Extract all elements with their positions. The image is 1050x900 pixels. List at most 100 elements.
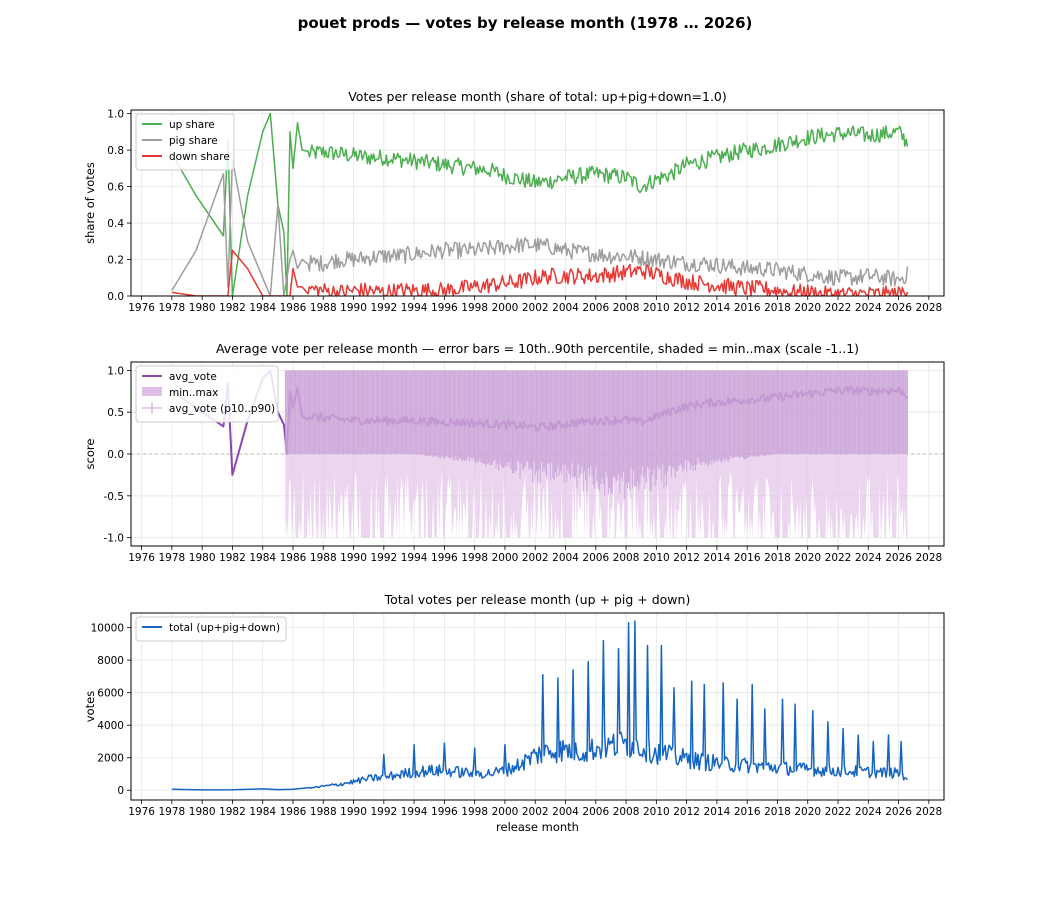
x-tick-label: 1996: [431, 552, 458, 564]
figure-title: pouet prods — votes by release month (19…: [297, 14, 753, 32]
x-tick-label: 1986: [280, 302, 307, 314]
x-tick-label: 1982: [219, 806, 246, 818]
panel-average-vote: 1976 1978 1980 1982 1984 1986 1988 1990 1992 1994…: [83, 341, 945, 564]
x-tick-label: 1976: [128, 302, 155, 314]
y-tick-label: 0: [117, 785, 124, 797]
x-tick-label: 1982: [219, 552, 246, 564]
x-tick-label: 2008: [613, 552, 640, 564]
x-tick-label: 2002: [522, 302, 549, 314]
x-tick-label: 2026: [885, 806, 912, 818]
x-tick-label: 1992: [370, 552, 397, 564]
panel-title: Average vote per release month — error b…: [216, 341, 859, 356]
x-tick-label: 2024: [855, 302, 882, 314]
x-tick-label: 2004: [552, 806, 579, 818]
y-tick-label: 0.0: [107, 449, 124, 461]
x-tick-label: 2002: [522, 806, 549, 818]
x-tick-label: 2022: [825, 302, 852, 314]
x-tick-label: 2028: [915, 552, 942, 564]
y-tick-label: 0.6: [107, 182, 124, 194]
x-tick-label: 2004: [552, 552, 579, 564]
legend-swatch: [142, 387, 162, 396]
x-axis-label: release month: [496, 820, 579, 834]
x-tick-label: 1978: [159, 806, 186, 818]
x-tick-label: 1990: [340, 302, 367, 314]
plot-area: [171, 112, 909, 296]
x-tick-label: 2014: [704, 552, 731, 564]
x-tick-label: 2012: [673, 552, 700, 564]
x-tick-label: 1982: [219, 302, 246, 314]
x-tick-label: 2006: [582, 552, 609, 564]
x-tick-label: 2010: [643, 552, 670, 564]
legend: up share pig share down share: [135, 113, 235, 171]
y-axis-label: share of votes: [83, 162, 97, 244]
x-tick-label: 1988: [310, 806, 337, 818]
legend-box: [135, 365, 279, 423]
legend-label: up share: [169, 119, 215, 131]
panel-vote-share: 1976 1978 1980 1982 1984 1986 1988 1990 1992 1994…: [83, 89, 945, 314]
y-tick-label: 4000: [97, 720, 124, 732]
x-tick-label: 1984: [249, 806, 276, 818]
panel-title: Total votes per release month (up + pig …: [384, 592, 691, 607]
plot-area: [131, 369, 944, 538]
legend-label: min..max: [169, 387, 218, 399]
y-tick-label: 10000: [91, 623, 124, 635]
y-tick-label: 2000: [97, 753, 124, 765]
x-tick-label: 1986: [280, 552, 307, 564]
legend-label: pig share: [169, 135, 218, 147]
x-tick-label: 1990: [340, 552, 367, 564]
x-tick-label: 2018: [764, 302, 791, 314]
x-tick-label: 1994: [401, 302, 428, 314]
x-tick-label: 2000: [492, 302, 519, 314]
x-tick-label: 2020: [794, 552, 821, 564]
x-tick-label: 2022: [825, 552, 852, 564]
x-tick-label: 2020: [794, 302, 821, 314]
x-tick-label: 1978: [159, 552, 186, 564]
y-tick-label: 0.2: [107, 255, 124, 267]
y-tick-label: 0.8: [107, 145, 124, 157]
panel-total-votes: 1976 1978 1980 1982 1984 1986 1988 1990 1992 1994…: [83, 592, 945, 834]
x-tick-label: 1992: [370, 806, 397, 818]
y-axis-label: votes: [83, 691, 97, 722]
x-tick-label: 2016: [734, 302, 761, 314]
x-tick-label: 1976: [128, 552, 155, 564]
x-tick-label: 1988: [310, 302, 337, 314]
x-tick-label: 2022: [825, 806, 852, 818]
x-tick-label: 1994: [401, 552, 428, 564]
x-tick-label: 1980: [189, 552, 216, 564]
x-tick-label: 2016: [734, 806, 761, 818]
x-tick-label: 2024: [855, 806, 882, 818]
x-tick-label: 2004: [552, 302, 579, 314]
x-tick-label: 2012: [673, 806, 700, 818]
x-tick-label: 1976: [128, 806, 155, 818]
y-tick-label: -1.0: [104, 533, 125, 545]
x-tick-label: 2026: [885, 552, 912, 564]
x-tick-label: 1990: [340, 806, 367, 818]
x-tick-label: 1984: [249, 552, 276, 564]
legend-label: avg_vote: [169, 371, 217, 383]
x-tick-label: 2006: [582, 302, 609, 314]
legend-label: down share: [169, 151, 230, 163]
x-tick-label: 1994: [401, 806, 428, 818]
x-tick-label: 2018: [764, 552, 791, 564]
y-tick-label: 0.5: [107, 407, 124, 419]
y-tick-label: -0.5: [104, 491, 125, 503]
y-tick-label: 6000: [97, 688, 124, 700]
y-axis-label: score: [83, 439, 97, 470]
x-tick-label: 1978: [159, 302, 186, 314]
x-tick-label: 1998: [461, 552, 488, 564]
x-tick-label: 1986: [280, 806, 307, 818]
x-tick-label: 1980: [189, 806, 216, 818]
x-tick-label: 2010: [643, 302, 670, 314]
y-tick-label: 1.0: [107, 365, 124, 377]
x-tick-label: 2010: [643, 806, 670, 818]
x-tick-label: 2000: [492, 552, 519, 564]
x-tick-label: 2018: [764, 806, 791, 818]
x-tick-label: 2008: [613, 302, 640, 314]
x-tick-label: 1980: [189, 302, 216, 314]
legend-label: total (up+pig+down): [169, 622, 280, 634]
x-tick-label: 2016: [734, 552, 761, 564]
series-line-pig-share: [171, 158, 909, 296]
legend: total (up+pig+down): [135, 616, 287, 642]
x-tick-label: 2002: [522, 552, 549, 564]
